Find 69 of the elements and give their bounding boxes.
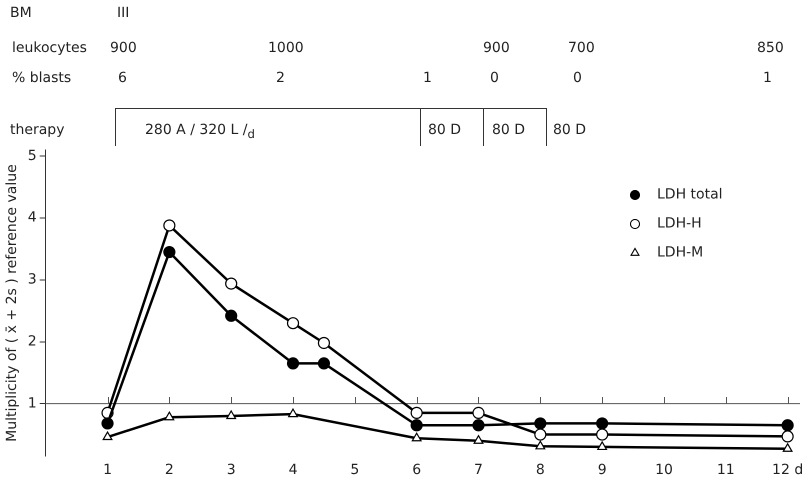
point	[472, 419, 485, 432]
point	[597, 441, 608, 450]
point	[286, 317, 300, 330]
point	[163, 219, 176, 232]
x-tick-label: 7	[474, 462, 483, 478]
x-tick-label: 11	[716, 462, 735, 478]
point	[164, 412, 174, 420]
text: 80 D	[428, 122, 462, 138]
point	[534, 417, 546, 430]
text: 2	[276, 70, 285, 86]
x-tick-label: 8	[536, 462, 545, 478]
x-tick-label: 12 d	[772, 462, 804, 478]
text: 1	[423, 70, 432, 86]
point	[163, 246, 176, 258]
point	[226, 410, 236, 420]
x-tick-label: 10	[655, 462, 673, 478]
text: 850	[757, 40, 784, 56]
point	[474, 435, 484, 444]
text: 700	[568, 40, 595, 56]
point	[412, 432, 422, 442]
point	[596, 428, 608, 441]
point	[101, 417, 114, 430]
point	[410, 419, 423, 432]
legend-label: LDH-M	[657, 244, 704, 261]
x-tick-label: 4	[288, 462, 298, 478]
point	[288, 408, 298, 418]
point	[225, 278, 238, 290]
y-tick-label: 2	[28, 333, 37, 350]
legend-label: LDH total	[657, 186, 723, 203]
point	[225, 310, 238, 322]
y-tick-label: 1	[28, 395, 37, 412]
text: 0	[573, 70, 582, 86]
point	[410, 406, 423, 419]
x-tick-label: 3	[226, 462, 236, 478]
point	[782, 430, 794, 443]
point	[286, 357, 300, 370]
text: 900	[110, 40, 137, 56]
point	[782, 419, 794, 432]
text: therapy	[10, 122, 64, 138]
text: III	[117, 5, 130, 21]
x-tick-label: 6	[412, 462, 422, 478]
point	[782, 443, 793, 452]
point	[596, 417, 608, 430]
text: % blasts	[12, 70, 72, 86]
x-tick-label: 5	[350, 462, 360, 478]
text: 80 D	[492, 122, 526, 138]
text: 1	[763, 70, 772, 86]
y-tick-label: 5	[28, 148, 37, 164]
text: 280 A / 320 L /$_{d}$	[145, 122, 255, 142]
text: BM	[10, 5, 32, 21]
text: 0	[490, 70, 499, 86]
y-axis-title: Multiplicity of ( x̄ + 2s ) reference value	[4, 164, 20, 442]
point	[318, 336, 330, 350]
y-tick-label: 3	[28, 272, 37, 288]
text: 6	[118, 70, 127, 86]
text: 1000	[268, 40, 304, 56]
legend-label: LDH-H	[657, 216, 702, 232]
x-tick-label: 2	[164, 462, 174, 478]
text: 80 D	[553, 122, 586, 138]
point	[318, 357, 330, 370]
x-tick-label: 9	[598, 462, 607, 478]
point	[102, 431, 112, 440]
point	[534, 428, 546, 441]
point	[472, 406, 485, 419]
point	[535, 440, 546, 450]
text: leukocytes	[12, 40, 87, 56]
x-tick-label: 1	[103, 462, 112, 478]
y-tick-label: 4	[28, 210, 37, 226]
text: 900	[483, 40, 510, 56]
